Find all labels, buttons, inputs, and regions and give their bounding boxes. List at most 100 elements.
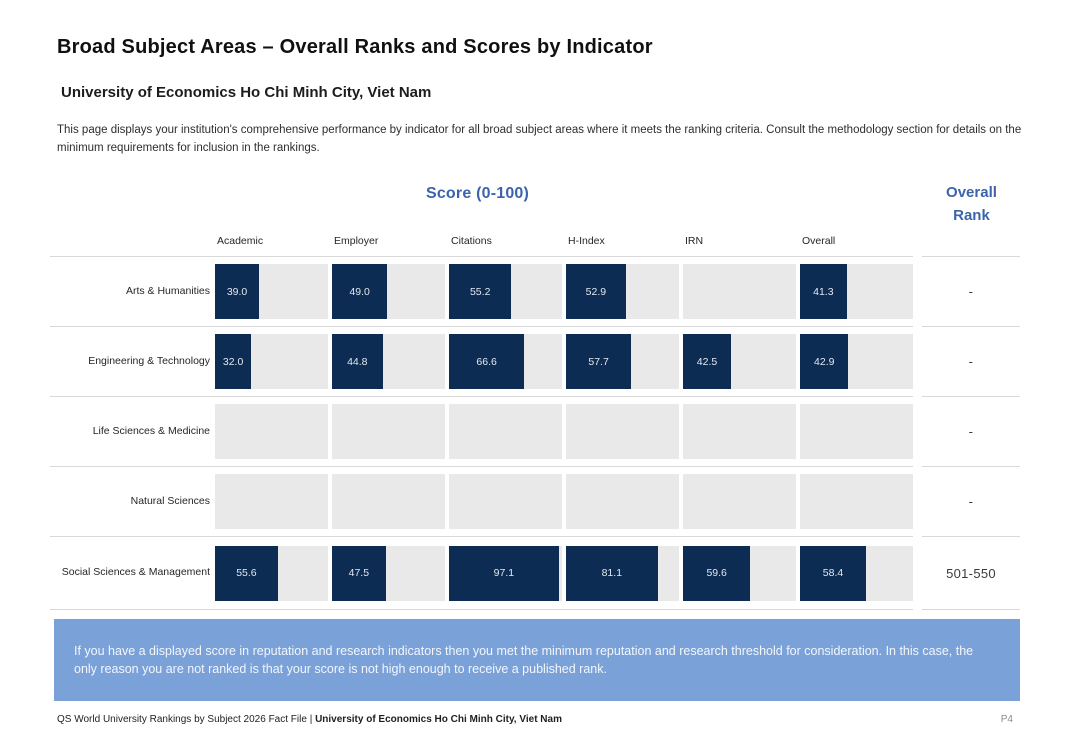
table-row-engineering-technology: Engineering & Technology 32.0 44.8 66.6 57.7…	[50, 326, 1020, 396]
table-row-life-sciences-medicine: Life Sciences & Medicine -	[50, 396, 1020, 466]
score-cell-irn	[683, 264, 796, 320]
score-cells: 39.0 49.0 55.2 52.9 41.3	[215, 264, 913, 320]
row-scores: Engineering & Technology 32.0 44.8 66.6 57.7…	[50, 326, 913, 396]
score-cell-academic	[215, 404, 328, 460]
score-cell-h-index	[566, 474, 679, 530]
score-cell-academic: 32.0	[215, 334, 328, 390]
score-value: 44.8	[347, 355, 368, 368]
subject-label: Arts & Humanities	[125, 284, 210, 297]
score-cells: 55.6 47.5 97.1 81.1 59.6 58.4	[215, 545, 913, 601]
overall-rank-header: Overall Rank	[923, 181, 1020, 228]
score-bar: 47.5	[332, 545, 386, 601]
score-value: 49.0	[349, 285, 370, 298]
score-value: 42.9	[814, 355, 835, 368]
overall-rank-value: -	[922, 256, 1020, 326]
table-row-arts-humanities: Arts & Humanities 39.0 49.0 55.2 52.9 41.3 -	[50, 256, 1020, 326]
score-cell-h-index: 81.1	[566, 545, 679, 601]
score-bar: 59.6	[683, 545, 751, 601]
score-bar: 52.9	[566, 264, 626, 320]
column-header-citations: Citations	[451, 235, 492, 248]
rank-spacer	[913, 536, 922, 610]
score-cell-citations: 97.1	[449, 545, 562, 601]
score-value: 42.5	[696, 355, 718, 368]
note-text: If you have a displayed score in reputat…	[74, 644, 974, 677]
score-cell-academic	[215, 474, 328, 530]
institution-name: University of Economics Ho Chi Minh City…	[61, 84, 432, 101]
table-header-row: Score (0-100) Overall Rank	[50, 181, 1020, 228]
score-cell-overall	[800, 474, 913, 530]
score-bar: 55.6	[215, 545, 278, 601]
score-value: 58.4	[822, 567, 844, 580]
score-cell-employer: 49.0	[332, 264, 445, 320]
row-scores: Life Sciences & Medicine	[50, 396, 913, 466]
overall-rank-value: 501-550	[922, 536, 1020, 611]
footer-institution: University of Economics Ho Chi Minh City…	[315, 714, 562, 726]
score-bar: 58.4	[800, 545, 866, 601]
column-header-employer: Employer	[334, 235, 379, 248]
page-number: P4	[1000, 714, 1013, 726]
subject-label: Social Sciences & Management	[61, 566, 210, 579]
score-value: 97.1	[493, 567, 515, 580]
score-bar: 44.8	[332, 334, 383, 390]
score-bar: 41.3	[800, 264, 847, 320]
score-cell-employer	[332, 474, 445, 530]
score-cell-citations: 55.2	[449, 264, 562, 320]
score-bar: 97.1	[449, 545, 559, 601]
score-cell-irn: 59.6	[683, 545, 796, 601]
table-row-natural-sciences: Natural Sciences -	[50, 466, 1020, 536]
rank-spacer	[913, 326, 922, 396]
footer-source-label: QS World University Rankings by Subject …	[57, 714, 316, 726]
footer-source: QS World University Rankings by Subject …	[57, 714, 562, 725]
subject-label: Life Sciences & Medicine	[92, 424, 210, 437]
score-cells: 32.0 44.8 66.6 57.7 42.5 42.9	[215, 334, 913, 390]
score-cell-citations	[449, 474, 562, 530]
indicator-header-row: Academic Employer Citations H-Index IRN Overa…	[50, 229, 1020, 256]
row-scores: Natural Sciences	[50, 466, 913, 536]
score-cell-employer	[332, 404, 445, 460]
score-cell-citations: 66.6	[449, 334, 562, 390]
score-value: 47.5	[348, 567, 370, 580]
score-bar: 42.5	[683, 334, 732, 390]
score-value: 39.0	[226, 285, 248, 298]
score-cell-academic: 39.0	[215, 264, 328, 320]
note-box: If you have a displayed score in reputat…	[54, 619, 1020, 702]
label-column-spacer	[50, 229, 215, 256]
overall-rank-header-line1: Overall	[946, 183, 997, 201]
score-cells	[215, 404, 913, 460]
column-header-academic: Academic	[217, 235, 264, 248]
score-cells	[215, 474, 913, 530]
score-value: 55.6	[236, 567, 257, 580]
score-cell-h-index: 52.9	[566, 264, 679, 320]
table-row-social-sciences-management: Social Sciences & Management 55.6 47.5 97.1…	[50, 536, 1020, 611]
score-cell-irn	[683, 474, 796, 530]
score-cell-employer: 44.8	[332, 334, 445, 390]
table-body: Arts & Humanities 39.0 49.0 55.2 52.9 41.3- En…	[50, 256, 1020, 611]
score-cell-academic: 55.6	[215, 545, 328, 601]
overall-rank-value: -	[922, 466, 1020, 536]
score-cell-irn	[683, 404, 796, 460]
row-scores: Social Sciences & Management 55.6 47.5 97.1…	[50, 536, 913, 611]
subject-label: Natural Sciences	[130, 494, 210, 507]
score-cell-overall	[800, 404, 913, 460]
score-bar: 66.6	[449, 334, 525, 390]
score-value: 59.6	[706, 567, 727, 580]
score-bar: 39.0	[215, 264, 260, 320]
score-bar: 49.0	[332, 264, 388, 320]
subject-label: Engineering & Technology	[88, 354, 210, 367]
score-value: 52.9	[585, 285, 607, 298]
column-header-irn: IRN	[685, 235, 704, 248]
score-bar: 32.0	[215, 334, 252, 390]
footer: QS World University Rankings by Subject …	[57, 714, 1013, 725]
score-value: 32.0	[222, 355, 244, 368]
score-value: 57.7	[588, 355, 609, 368]
rank-spacer	[913, 466, 922, 536]
overall-rank-value: -	[922, 326, 1020, 396]
overall-rank-header-line2: Rank	[953, 206, 990, 224]
score-bar: 57.7	[566, 334, 632, 390]
score-cell-overall: 41.3	[800, 264, 913, 320]
row-scores: Arts & Humanities 39.0 49.0 55.2 52.9 41.3	[50, 256, 913, 326]
score-bar: 81.1	[566, 545, 658, 601]
rank-spacer	[913, 396, 922, 466]
column-header-h-index: H-Index	[568, 235, 605, 248]
